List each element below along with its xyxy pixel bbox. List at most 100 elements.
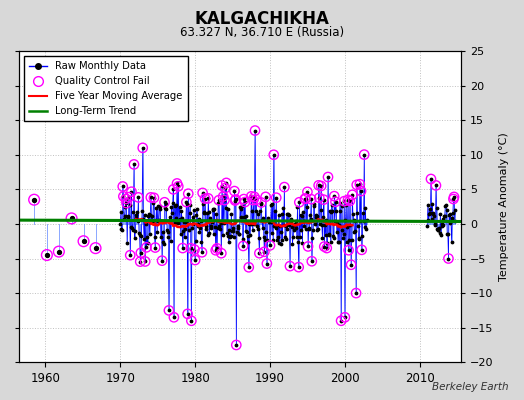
Point [179,228,188,234]
Point [150,234,159,240]
Point [91,245,100,251]
Point [332,208,340,214]
Point [239,243,247,249]
Point [261,194,270,200]
Point [285,221,293,228]
Point [359,218,368,224]
Point [246,231,254,238]
Point [232,342,241,348]
Point [310,203,319,209]
Point [317,183,325,189]
Point [344,247,353,254]
Point [161,205,169,212]
Point [354,235,363,242]
Point [145,211,153,217]
Point [233,225,242,232]
Point [158,258,166,264]
Text: Berkeley Earth: Berkeley Earth [432,382,508,392]
Point [330,193,339,199]
Point [226,233,235,239]
Point [137,232,146,239]
Point [312,214,320,220]
Point [445,219,454,226]
Point [215,222,224,229]
Point [159,239,168,245]
Point [192,212,201,218]
Point [324,174,332,180]
Point [157,234,165,240]
Point [295,199,303,206]
Point [190,246,199,253]
Point [242,228,250,234]
Point [190,206,198,213]
Point [437,232,445,238]
Point [184,190,192,197]
Point [136,258,145,265]
Point [291,221,299,227]
Point [288,241,297,248]
Point [154,218,162,224]
Point [352,290,361,296]
Point [233,229,241,236]
Point [186,202,194,208]
Point [266,242,274,248]
Point [303,189,312,195]
Point [338,227,346,233]
Point [160,199,169,206]
Point [315,194,323,201]
Point [245,264,253,270]
Point [450,194,458,200]
Point [268,200,277,207]
Point [142,244,150,250]
Point [228,228,237,234]
Point [429,209,437,216]
Point [121,204,129,210]
Point [137,250,145,256]
Point [357,247,366,253]
Point [171,220,179,226]
Point [174,183,182,190]
Point [277,240,286,247]
Point [431,221,440,228]
Point [122,196,130,202]
Point [324,174,332,180]
Point [195,228,204,235]
Point [68,215,76,222]
Point [318,235,326,242]
Point [289,222,298,228]
Point [282,223,290,230]
Point [336,208,345,214]
Point [260,249,269,255]
Point [253,226,261,232]
Point [435,229,444,236]
Point [354,222,362,229]
Point [292,234,301,241]
Point [279,221,288,228]
Point [243,228,251,235]
Point [321,231,330,238]
Point [291,225,300,231]
Point [154,203,162,209]
Point [169,186,178,192]
Point [250,194,258,200]
Point [182,218,190,225]
Point [361,224,369,230]
Point [174,217,183,224]
Point [128,225,136,231]
Point [441,212,449,219]
Point [120,216,128,222]
Point [238,236,247,242]
Point [432,182,440,189]
Point [127,188,136,195]
Point [140,236,148,242]
Point [346,198,354,204]
Point [282,210,291,217]
Point [240,214,248,220]
Point [286,263,294,269]
Text: 63.327 N, 36.710 E (Russia): 63.327 N, 36.710 E (Russia) [180,26,344,39]
Point [227,211,235,217]
Point [239,196,248,202]
Point [201,195,209,202]
Point [442,202,450,208]
Point [423,222,431,229]
